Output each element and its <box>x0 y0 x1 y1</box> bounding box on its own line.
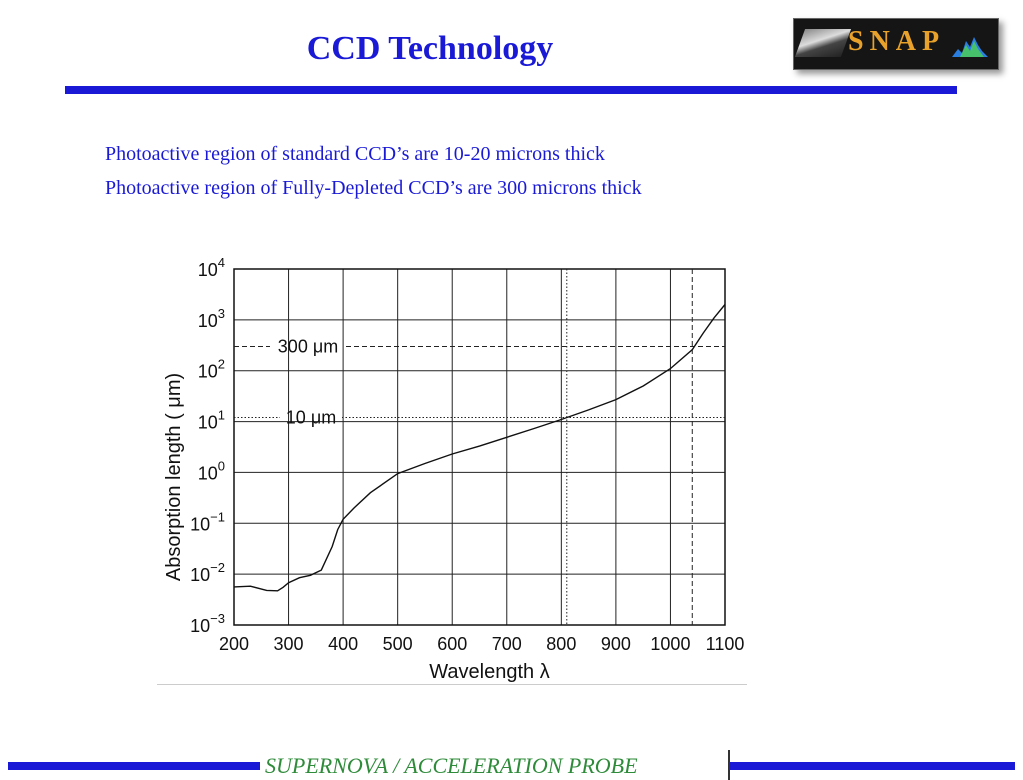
reference-line-label: 10 μm <box>286 408 336 428</box>
x-tick-label: 1000 <box>650 634 690 654</box>
x-tick-label: 400 <box>328 634 358 654</box>
absorption-length-chart: 300 μm 10 μm 200 300 400 500 600 700 800 900 1000 1… <box>150 258 750 688</box>
x-tick-label: 700 <box>492 634 522 654</box>
y-tick-label: 101 <box>198 408 225 433</box>
bullet-standard-ccd: Photoactive region of standard CCD’s are… <box>105 143 605 165</box>
footer-divider <box>728 750 730 780</box>
plot-frame <box>233 268 726 626</box>
x-tick-label: 900 <box>601 634 631 654</box>
bullet-fully-depleted-ccd: Photoactive region of Fully-Depleted CCD… <box>105 177 642 199</box>
x-tick-label: 800 <box>546 634 576 654</box>
reference-line-label: 300 μm <box>278 336 338 356</box>
x-tick-label: 500 <box>383 634 413 654</box>
x-tick-label: 600 <box>437 634 467 654</box>
footer-bar-right <box>730 762 1015 770</box>
y-tick-label: 10−3 <box>190 611 225 636</box>
y-tick-label: 103 <box>198 306 225 331</box>
x-tick-label: 300 <box>274 634 304 654</box>
x-tick-label: 1100 <box>706 634 745 654</box>
y-tick-label: 102 <box>198 357 225 382</box>
x-axis-label: Wavelength λ <box>429 661 549 683</box>
y-tick-label: 104 <box>198 258 225 280</box>
bullet-list: Photoactive region of standard CCD’s are… <box>105 140 642 208</box>
spectrum-icon <box>952 37 988 57</box>
slide-title: CCD Technology <box>306 30 554 67</box>
absorption-curve <box>233 304 726 592</box>
logo-text: SNAP <box>848 26 946 57</box>
telescope-image <box>794 29 852 57</box>
footer-bar-left <box>8 762 260 770</box>
y-axis-label: Absorption length ( μm) <box>163 373 185 581</box>
x-tick-label: 200 <box>219 634 249 654</box>
y-tick-label: 100 <box>198 458 225 483</box>
footer-title: SUPERNOVA / ACCELERATION PROBE <box>265 753 638 778</box>
chart-svg: 300 μm 10 μm 200 300 400 500 600 700 800 900 1000 1… <box>163 258 745 683</box>
y-tick-label: 10−1 <box>190 509 225 534</box>
y-tick-label: 10−2 <box>190 560 225 585</box>
header-divider-bar <box>65 86 957 94</box>
chart-underline <box>157 684 747 685</box>
snap-logo: SNAP <box>793 18 999 70</box>
